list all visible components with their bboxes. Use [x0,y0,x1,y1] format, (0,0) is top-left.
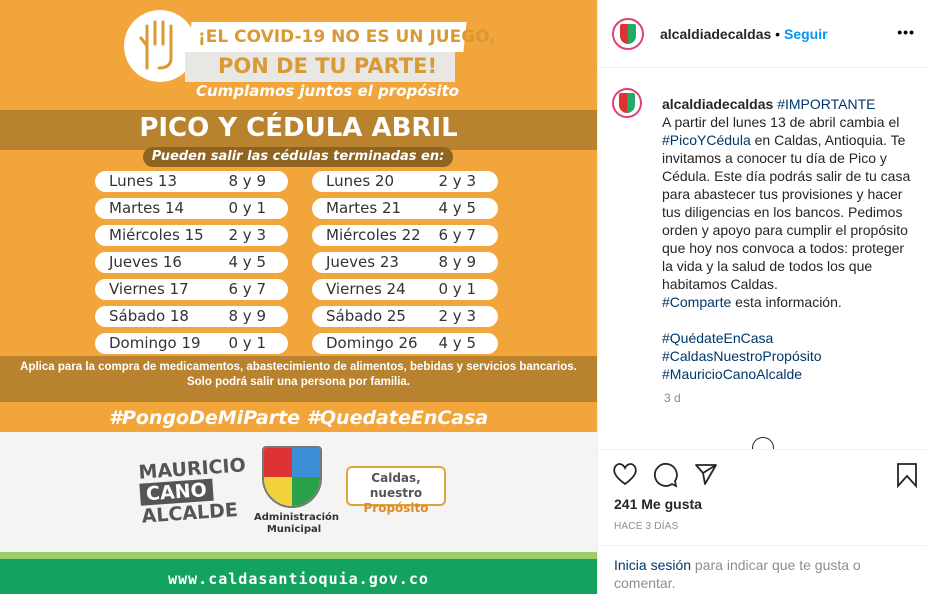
raised-hand-icon [124,10,196,82]
schedule-day: Jueves 16 [109,253,182,271]
schedule-digits: 0 y 1 [438,280,477,298]
hashtag-link[interactable]: #MauricioCanoAlcalde [662,366,803,382]
post-image: ¡EL COVID-19 NO ES UN JUEGO, PON DE TU P… [0,0,597,594]
schedule-day: Jueves 23 [326,253,399,271]
caldas-proposito-logo: Caldas, nuestro Propósito [346,466,446,515]
avatar[interactable] [612,17,644,50]
coat-of-arms-icon [620,23,636,44]
schedule-digits: 8 y 9 [228,172,267,190]
schedule-digits: 0 y 1 [228,199,267,217]
login-link[interactable]: Inicia sesión [614,557,692,573]
schedule-digits: 8 y 9 [438,253,477,271]
bookmark-icon[interactable] [896,462,918,488]
schedule-day: Viernes 17 [109,280,189,298]
comment-icon[interactable] [653,462,679,488]
caption-body: en Caldas, Antioquia. Te invitamos a con… [662,132,911,292]
separator: • [771,25,784,42]
post-date: HACE 3 DÍAS [614,521,679,532]
schedule-day: Domingo 19 [109,334,201,352]
schedule-row: Sábado 18 8 y 9 [95,306,288,327]
schedule-digits: 2 y 3 [438,172,477,190]
hashtag-link[interactable]: #QuédateEnCasa [662,330,774,346]
schedule-digits: 2 y 3 [438,307,477,325]
hashtag-link[interactable]: #PicoYCédula [662,132,751,148]
ellipsis-icon[interactable]: ••• [897,24,915,40]
schedule-subtitle: Pueden salir las cédulas terminadas en: [143,147,453,167]
logo-text: Propósito [363,501,429,515]
post-sidebar: alcaldiadecaldas • Seguir ••• alcaldiade… [597,0,927,602]
schedule-day: Sábado 25 [326,307,406,325]
caption-age[interactable]: 3 d [664,391,681,405]
username-link[interactable]: alcaldiadecaldas [660,25,772,42]
hashtag-link[interactable]: #Comparte [662,294,732,310]
follow-button[interactable]: Seguir [783,25,828,42]
logo-text: Municipal [266,524,322,535]
mauricio-cano-logo: MAURICIO CANO ALCALDE [138,454,250,527]
logo-text: Administración [254,512,340,523]
username-link[interactable]: alcaldiadecaldas [662,96,774,112]
website: www.caldasantioquia.gov.co [0,559,597,594]
schedule-title: PICO Y CÉDULA ABRIL [139,113,458,143]
note-line-1: Aplica para la compra de medicamentos, a… [20,361,577,373]
schedule-row: Jueves 23 8 y 9 [312,252,498,273]
schedule-day: Martes 14 [109,199,185,217]
caption-text: alcaldiadecaldas #IMPORTANTE A partir de… [662,88,916,383]
schedule-digits: 2 y 3 [228,226,267,244]
schedule-day: Miércoles 22 [326,226,421,244]
schedule-row: Miércoles 22 6 y 7 [312,225,498,246]
schedule-row: Lunes 20 2 y 3 [312,171,498,192]
schedule-digits: 4 y 5 [228,253,267,271]
schedule-digits: 6 y 7 [438,226,477,244]
tagline: Cumplamos juntos el propósito [196,82,460,100]
schedule-digits: 0 y 1 [228,334,267,352]
note-line-2: Solo podrá salir una persona por familia… [186,376,411,388]
heart-icon[interactable] [612,462,638,486]
divider [0,552,597,559]
hashtags: #PongoDeMiParte #QuedateEnCasa [108,407,489,429]
schedule-day: Miércoles 15 [109,226,204,244]
schedule-digits: 4 y 5 [438,199,477,217]
caption: alcaldiadecaldas #IMPORTANTE A partir de… [612,88,916,405]
schedule-row: Martes 21 4 y 5 [312,198,498,219]
schedule-row: Viernes 17 6 y 7 [95,279,288,300]
caption-body: A partir del lunes 13 de abril cambia el [662,114,904,130]
admin-logo-text: Administración Municipal [254,512,340,536]
schedule-row: Jueves 16 4 y 5 [95,252,288,273]
schedule-row: Sábado 25 2 y 3 [312,306,498,327]
schedule-day: Viernes 24 [326,280,406,298]
ribbon [185,52,455,82]
headline-1: ¡EL COVID-19 NO ES UN JUEGO, [198,27,496,47]
schedule-row: Domingo 26 4 y 5 [312,333,498,354]
title-band [0,110,597,150]
schedule-row: Lunes 13 8 y 9 [95,171,288,192]
post-header: alcaldiadecaldas • Seguir ••• [598,0,927,68]
caption-body: esta información. [735,294,842,310]
hashtag-link[interactable]: #CaldasNuestroPropósito [662,348,822,364]
likes-count[interactable]: 241 Me gusta [614,496,702,512]
login-prompt: Inicia sesión para indicar que te gusta … [598,545,927,602]
schedule-row: Viernes 24 0 y 1 [312,279,498,300]
schedule-day: Lunes 20 [326,172,395,190]
schedule-day: Domingo 26 [326,334,418,352]
actions-bar: 241 Me gusta HACE 3 DÍAS [598,449,927,545]
coat-of-arms-icon [619,93,635,113]
schedule-digits: 8 y 9 [228,307,267,325]
schedule-day: Lunes 13 [109,172,178,190]
hashtag-link[interactable]: #IMPORTANTE [777,96,876,112]
schedule-note: Aplica para la compra de medicamentos, a… [0,356,597,402]
avatar[interactable] [612,88,642,118]
coat-of-arms-icon [262,446,322,508]
schedule-day: Sábado 18 [109,307,189,325]
schedule-row: Domingo 19 0 y 1 [95,333,288,354]
logo-text: Caldas, nuestro [369,471,423,500]
schedule-digits: 6 y 7 [228,280,267,298]
schedule-digits: 4 y 5 [438,334,477,352]
share-icon[interactable] [694,462,718,486]
schedule-day: Martes 21 [326,199,402,217]
login-text: para indicar que te gusta o comentar. [614,557,861,591]
schedule-row: Miércoles 15 2 y 3 [95,225,288,246]
schedule-row: Martes 14 0 y 1 [95,198,288,219]
headline-2: PON DE TU PARTE! [218,54,438,78]
